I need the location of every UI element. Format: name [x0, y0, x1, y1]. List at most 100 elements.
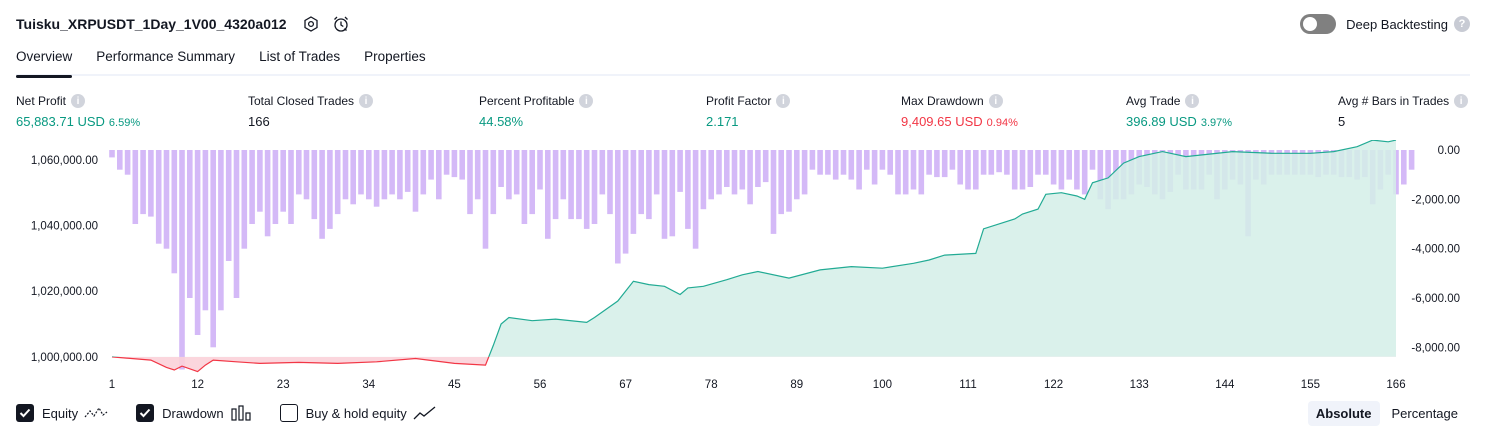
drawdown-bar: [560, 150, 567, 200]
drawdown-bar: [700, 150, 707, 210]
drawdown-bar: [615, 150, 621, 264]
drawdown-bar: [591, 150, 598, 224]
deep-backtesting-label: Deep Backtesting: [1346, 16, 1448, 32]
drawdown-bar: [980, 150, 987, 175]
drawdown-bar: [724, 150, 730, 187]
drawdown-bar: [1066, 150, 1072, 180]
drawdown-bar: [848, 150, 855, 180]
drawdown-bar: [910, 150, 917, 190]
x-tick-label: 144: [1215, 379, 1235, 391]
info-icon[interactable]: i: [579, 94, 594, 108]
drawdown-bar: [669, 150, 676, 237]
toggle-knob: [1303, 17, 1318, 31]
drawdown-bar: [210, 150, 216, 348]
x-tick-label: 155: [1301, 379, 1320, 391]
info-icon[interactable]: i: [359, 94, 374, 108]
drawdown-bar: [1027, 150, 1034, 187]
info-icon[interactable]: i: [1454, 94, 1469, 108]
info-icon[interactable]: i: [988, 94, 1003, 108]
deep-backtesting-control: Deep Backtesting ?: [1300, 14, 1470, 34]
drawdown-bar: [467, 150, 473, 215]
strategy-name: Tuisku_XRPUSDT_1Day_1V00_4320a012: [16, 16, 287, 32]
drawdown-bar: [902, 150, 909, 195]
metric-label: Max Drawdown: [901, 94, 984, 108]
tab-bar: Overview Performance Summary List of Tra…: [16, 44, 1470, 78]
y-left-tick-label: 1,000,000.00: [31, 352, 98, 364]
drawdown-bar: [949, 150, 956, 170]
drawdown-bar: [506, 150, 512, 200]
help-icon[interactable]: ?: [1454, 16, 1470, 32]
strategy-header: Tuisku_XRPUSDT_1Day_1V00_4320a012: [16, 12, 351, 36]
drawdown-bar: [1089, 150, 1096, 170]
equity-drawdown-chart[interactable]: 1,060,000.00 1,040,000.00 1,020,000.00 1,00…: [0, 140, 1486, 398]
metric-value: 396.89 USD: [1126, 114, 1197, 129]
x-axis: 1 12 23 34 45 56 67 78 89 100 111 122 133 144 155 166: [109, 379, 1406, 391]
drawdown-bar: [864, 150, 870, 170]
drawdown-bar: [677, 150, 683, 192]
drawdown-bar: [825, 150, 831, 175]
drawdown-bar: [513, 150, 520, 195]
drawdown-bar: [272, 150, 279, 224]
legend-equity[interactable]: Equity: [16, 404, 108, 422]
drawdown-bar: [762, 150, 769, 183]
drawdown-bar: [1408, 150, 1415, 170]
drawdown-bar: [342, 150, 349, 200]
buy-hold-checkbox[interactable]: [279, 404, 298, 422]
drawdown-bar: [334, 150, 341, 215]
y-left-tick-label: 1,020,000.00: [31, 286, 98, 298]
drawdown-bar: [755, 150, 761, 187]
drawdown-bar: [871, 150, 878, 185]
metric-max-drawdown: Max Drawdown i 9,409.65 USD 0.94%: [901, 92, 1018, 129]
drawdown-bar: [661, 150, 668, 239]
drawdown-bar: [552, 150, 559, 220]
drawdown-bar: [856, 150, 862, 190]
info-icon[interactable]: i: [71, 94, 86, 108]
drawdown-bar: [653, 150, 660, 195]
info-icon[interactable]: i: [776, 94, 791, 108]
drawdown-bar: [148, 150, 154, 217]
drawdown-bar: [288, 150, 294, 224]
drawdown-bar: [140, 150, 146, 215]
drawdown-bar: [171, 150, 178, 274]
drawdown-bar: [996, 150, 1002, 173]
tab-overview[interactable]: Overview: [16, 44, 73, 78]
drawdown-bar: [941, 150, 948, 178]
drawdown-bar: [218, 150, 224, 311]
drawdown-bar: [225, 150, 232, 261]
drawdown-bar: [179, 150, 185, 370]
drawdown-bar: [918, 150, 925, 195]
legend-drawdown[interactable]: Drawdown: [136, 404, 251, 422]
drawdown-bar: [498, 150, 504, 187]
drawdown-bar: [482, 150, 489, 249]
tab-list-of-trades[interactable]: List of Trades: [259, 49, 341, 64]
tab-performance-summary[interactable]: Performance Summary: [96, 49, 236, 64]
drawdown-bar: [583, 150, 590, 229]
drawdown-bar: [801, 150, 808, 195]
equity-fill-profit: [488, 140, 1396, 357]
percentage-button[interactable]: Percentage: [1391, 406, 1459, 421]
drawdown-bar: [529, 150, 535, 215]
legend-label: Buy & hold equity: [305, 405, 407, 421]
drawdown-bars-icon: [230, 405, 252, 421]
drawdown-bar: [622, 150, 629, 254]
legend-label: Equity: [42, 405, 79, 421]
y-right-tick-label: 0.00: [1438, 145, 1460, 157]
info-icon[interactable]: i: [1185, 94, 1200, 108]
deep-backtesting-toggle[interactable]: [1300, 14, 1337, 34]
drawdown-bar: [202, 150, 209, 311]
drawdown-bar: [1035, 150, 1041, 175]
drawdown-bar: [778, 150, 784, 215]
tab-properties[interactable]: Properties: [364, 49, 426, 64]
absolute-button[interactable]: Absolute: [1307, 401, 1380, 426]
metric-label: Profit Factor: [706, 94, 772, 108]
drawdown-bar: [264, 150, 271, 237]
drawdown-bar: [809, 150, 816, 170]
legend-buy-hold[interactable]: Buy & hold equity: [279, 404, 437, 422]
y-right-tick-label: -2,000.00: [1411, 194, 1460, 206]
settings-icon[interactable]: [301, 14, 321, 34]
drawdown-bar: [296, 150, 302, 195]
equity-checkbox[interactable]: [16, 404, 34, 422]
alarm-clock-icon[interactable]: [331, 14, 351, 34]
metric-net-profit: Net Profit i 65,883.71 USD 6.59%: [16, 92, 140, 129]
drawdown-checkbox[interactable]: [136, 404, 155, 422]
